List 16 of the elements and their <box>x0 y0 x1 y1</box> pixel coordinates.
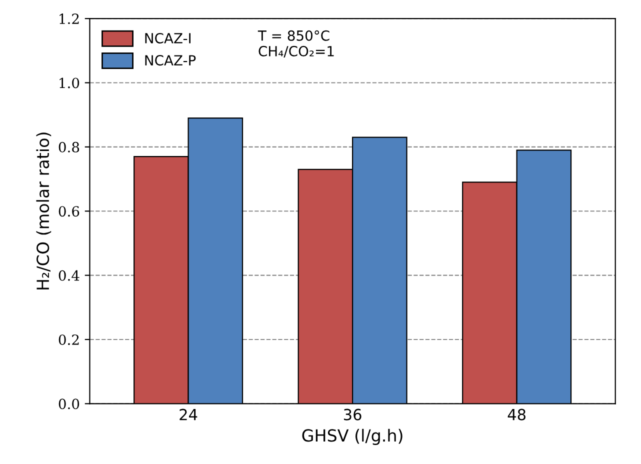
annotation: CH₄/CO₂=1 <box>258 46 334 58</box>
y-tick-label: 1.0 <box>60 78 80 88</box>
legend-label: NCAZ-P <box>145 55 196 66</box>
y-tick-label: 0.0 <box>58 398 80 410</box>
y-tick-label: 0.8 <box>58 142 80 152</box>
y-tick-label: 0.6 <box>58 206 80 217</box>
y-tick-label: 0.4 <box>58 270 80 281</box>
x-tick-label: 24 <box>180 408 198 420</box>
y-tick-label: 0.2 <box>58 334 79 345</box>
y-tick-label: 1.2 <box>60 14 79 24</box>
x-tick-label: 36 <box>344 408 362 420</box>
y-axis-title: H₂/CO (molar ratio) <box>36 132 52 290</box>
x-axis-title: GHSV (l/g.h) <box>302 428 402 446</box>
x-tick-label: 48 <box>508 408 526 420</box>
annotation: T = 850°C <box>258 30 330 41</box>
legend-label: NCAZ-I <box>145 32 191 44</box>
